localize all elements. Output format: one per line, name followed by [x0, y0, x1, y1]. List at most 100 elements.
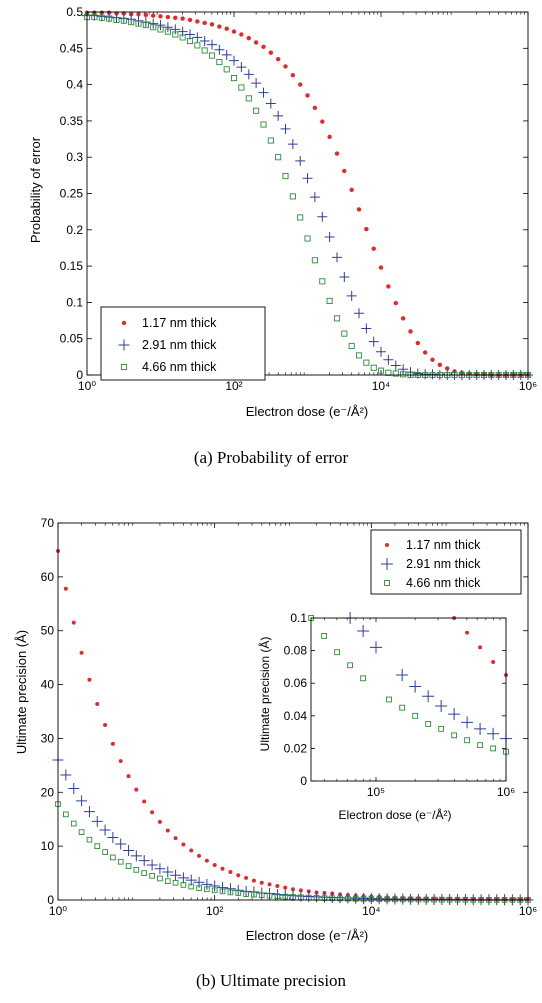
B-point-3: [384, 896, 390, 903]
B-legend-marker-1: [385, 543, 389, 547]
A-y-tick-label: 0.3: [66, 150, 83, 164]
panel-b-legend-label-1: 1.17 nm thick: [406, 538, 481, 552]
A-point-2: [412, 368, 423, 379]
B-point-3: [337, 895, 343, 902]
B-point-3: [251, 891, 257, 898]
A-y-tick-label: 0.15: [60, 259, 84, 273]
B-x-tick-label: 10⁴: [362, 904, 381, 918]
A-legend-marker-2: [118, 339, 130, 351]
B-point-3: [282, 893, 289, 900]
A-point-3: [297, 214, 304, 221]
panel-a-axes-frame: [86, 11, 529, 376]
panel-b-x-ticks: 10⁰ 10² 10⁴ 10⁶: [49, 523, 537, 918]
A-point-1: [224, 26, 229, 31]
B-point-1: [79, 650, 84, 655]
panel-b-legend-label-3: 4.66 nm thick: [406, 576, 481, 590]
I-point-3: [464, 737, 470, 744]
A-point-3: [230, 75, 238, 82]
A-point-2: [162, 22, 173, 33]
panel-a-legend: 1.17 nm thick 2.91 nm thick 4.66 nm thic…: [100, 306, 266, 381]
B-point-3: [360, 896, 367, 902]
A-point-3: [172, 31, 179, 38]
A-point-1: [239, 32, 244, 37]
B-point-3: [376, 896, 383, 902]
A-x-tick-label: 10²: [225, 379, 242, 393]
A-point-3: [157, 26, 164, 33]
A-x-tick-label: 10⁴: [372, 379, 391, 393]
A-point-3: [319, 278, 326, 285]
B-point-3: [235, 890, 242, 896]
B-point-1: [103, 722, 108, 727]
A-point-1: [422, 350, 428, 355]
panel-b-legend-box: [370, 529, 522, 595]
A-point-2: [229, 55, 239, 66]
A-point-3: [245, 95, 252, 102]
A-point-3: [363, 359, 370, 366]
A-point-3: [304, 235, 311, 242]
A-point-3: [260, 121, 267, 128]
I-point-1: [478, 645, 483, 650]
I-point-2: [435, 700, 448, 713]
A-point-1: [334, 151, 340, 156]
B-legend-marker-2: [381, 558, 393, 570]
inset-background: [241, 604, 521, 850]
B-point-1: [126, 774, 131, 779]
A-point-1: [320, 119, 325, 124]
A-point-2: [339, 271, 350, 282]
A-point-2: [236, 62, 247, 73]
B-point-3: [329, 895, 336, 902]
A-point-1: [261, 44, 266, 50]
I-point-2: [409, 680, 422, 693]
B-point-3: [415, 896, 422, 903]
B-point-3: [102, 849, 108, 855]
B-point-3: [86, 836, 93, 843]
panel-b-chart: Ultimate precision (Å) Electron dose (e⁻…: [14, 516, 537, 943]
B-point-2: [177, 872, 189, 884]
I-y-tick-label: 0.04: [284, 709, 308, 723]
I-point-2: [357, 625, 370, 638]
A-point-2: [243, 69, 254, 80]
B-point-1: [63, 586, 68, 591]
panel-b-y-ticks: 0 10 20 30 40 50 60 70: [41, 516, 528, 907]
A-point-2: [354, 308, 365, 319]
B-point-3: [399, 896, 406, 903]
B-point-1: [291, 887, 295, 892]
panel-a-legend-box: [100, 306, 266, 381]
A-point-3: [98, 14, 105, 21]
A-point-3: [275, 154, 282, 161]
I-point-2: [474, 722, 487, 735]
A-point-2: [207, 39, 218, 50]
I-y-tick-label: 0.02: [284, 741, 308, 755]
A-point-2: [251, 78, 262, 89]
I-point-2: [422, 690, 435, 703]
A-point-1: [202, 20, 207, 26]
B-point-1: [150, 810, 155, 815]
A-point-3: [128, 19, 135, 26]
inset-y-axis-label: Ultimate precision (Å): [257, 637, 272, 752]
A-point-1: [180, 16, 185, 21]
A-point-2: [221, 49, 232, 60]
A-point-3: [370, 364, 377, 371]
B-point-2: [138, 855, 150, 867]
A-point-1: [349, 187, 354, 193]
I-point-3: [399, 704, 406, 711]
B-point-3: [204, 886, 210, 893]
B-point-3: [70, 820, 77, 827]
A-point-1: [290, 72, 296, 78]
B-point-1: [251, 878, 256, 883]
A-point-3: [348, 342, 355, 350]
B-point-1: [110, 741, 115, 746]
B-point-1: [118, 759, 123, 764]
B-point-2: [76, 795, 88, 807]
A-point-3: [194, 42, 201, 49]
B-y-tick-label: 60: [41, 570, 55, 584]
B-point-1: [134, 787, 139, 792]
B-point-3: [321, 895, 328, 901]
A-point-1: [187, 17, 193, 23]
A-point-2: [273, 110, 284, 121]
B-point-2: [83, 806, 95, 818]
B-point-2: [107, 832, 119, 844]
A-point-2: [287, 139, 298, 150]
I-point-3: [321, 633, 328, 639]
B-point-3: [63, 811, 69, 818]
